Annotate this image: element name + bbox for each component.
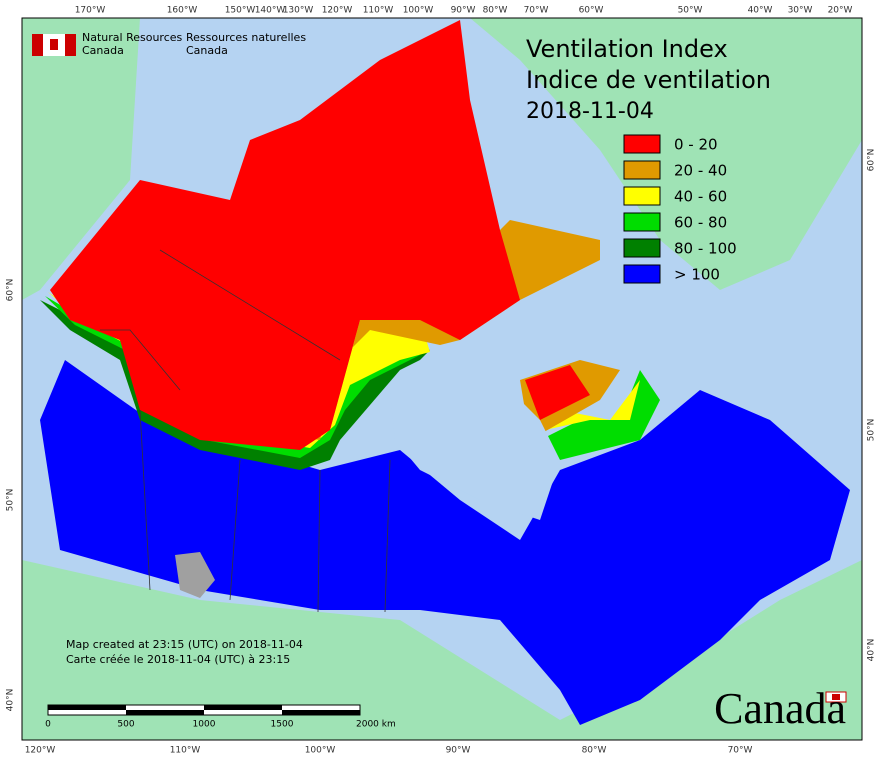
- agency-fr: Canada: [186, 44, 228, 57]
- lon-label-top: 160°W: [167, 6, 198, 16]
- lon-label-bottom: 100°W: [305, 746, 336, 756]
- lon-label-top: 70°W: [524, 6, 549, 16]
- lon-label-top: 60°W: [579, 6, 604, 16]
- lat-label-left: 40°N: [6, 689, 16, 712]
- region-0-20-east: [525, 365, 590, 420]
- no-data: [175, 552, 215, 598]
- scale-segment: [204, 705, 282, 710]
- lon-label-top: 170°W: [75, 6, 106, 16]
- lon-label-top: 80°W: [483, 6, 508, 16]
- scale-label: 2000 km: [356, 720, 396, 730]
- frame: [21, 17, 863, 741]
- legend-swatch: [623, 134, 661, 154]
- greenland: [470, 18, 862, 290]
- map-note: Carte créée le 2018-11-04 (UTC) à 23:15: [66, 653, 290, 666]
- lon-label-top: 20°W: [828, 6, 853, 16]
- agency-fr: Ressources naturelles: [186, 31, 306, 44]
- lat-label-left: 60°N: [6, 279, 16, 302]
- map-title: 2018-11-04: [526, 99, 654, 124]
- lon-label-top: 40°W: [748, 6, 773, 16]
- lon-label-top: 140°W: [255, 6, 286, 16]
- legend-swatch: [623, 264, 661, 284]
- lon-label-bottom: 110°W: [170, 746, 201, 756]
- lon-label-top: 90°W: [451, 6, 476, 16]
- lat-label-right: 60°N: [867, 149, 877, 172]
- legend-swatch: [623, 186, 661, 206]
- map-title: Ventilation Index: [526, 35, 728, 63]
- lat-label-right: 50°N: [867, 419, 877, 442]
- scale-label: 500: [117, 720, 134, 730]
- lon-label-top: 150°W: [225, 6, 256, 16]
- lon-label-top: 110°W: [363, 6, 394, 16]
- scale-label: 1000: [193, 720, 216, 730]
- region-0-20: [50, 20, 520, 450]
- scale-label: 1500: [271, 720, 294, 730]
- agency-en: Canada: [82, 44, 124, 57]
- legend-label: 40 - 60: [674, 188, 727, 206]
- legend-swatch: [623, 238, 661, 258]
- legend-label: 80 - 100: [674, 240, 737, 258]
- lat-label-left: 50°N: [6, 489, 16, 512]
- legend-label: > 100: [674, 266, 720, 284]
- flag-bar: [32, 34, 43, 56]
- lon-label-bottom: 120°W: [25, 746, 56, 756]
- scale-segment: [126, 710, 204, 715]
- map-title: Indice de ventilation: [526, 66, 771, 94]
- lon-label-bottom: 70°W: [728, 746, 753, 756]
- lon-label-top: 120°W: [322, 6, 353, 16]
- hudson-bay: [390, 360, 560, 520]
- lon-label-top: 30°W: [788, 6, 813, 16]
- legend-swatch: [623, 212, 661, 232]
- lon-label-top: 130°W: [283, 6, 314, 16]
- alaska: [22, 18, 140, 300]
- legend-label: 20 - 40: [674, 162, 727, 180]
- lon-label-bottom: 90°W: [446, 746, 471, 756]
- lat-label-right: 40°N: [867, 639, 877, 662]
- map-note: Map created at 23:15 (UTC) on 2018-11-04: [66, 638, 303, 651]
- lon-label-bottom: 80°W: [582, 746, 607, 756]
- borders: [100, 249, 391, 613]
- scale-label: 0: [45, 720, 51, 730]
- wordmark-leaf: [832, 694, 840, 700]
- legend-label: 0 - 20: [674, 136, 718, 154]
- scale-segment: [282, 710, 360, 715]
- lon-label-top: 100°W: [403, 6, 434, 16]
- scale-segment: [48, 705, 126, 710]
- region-60-80-east: [540, 370, 660, 460]
- lon-label-top: 50°W: [678, 6, 703, 16]
- usa: [22, 560, 862, 740]
- flag-leaf: [50, 39, 58, 50]
- legend-label: 60 - 80: [674, 214, 727, 232]
- flag-bar: [65, 34, 76, 56]
- legend-swatch: [623, 160, 661, 180]
- wordmark: Canada: [714, 684, 846, 733]
- agency-en: Natural Resources: [82, 31, 183, 44]
